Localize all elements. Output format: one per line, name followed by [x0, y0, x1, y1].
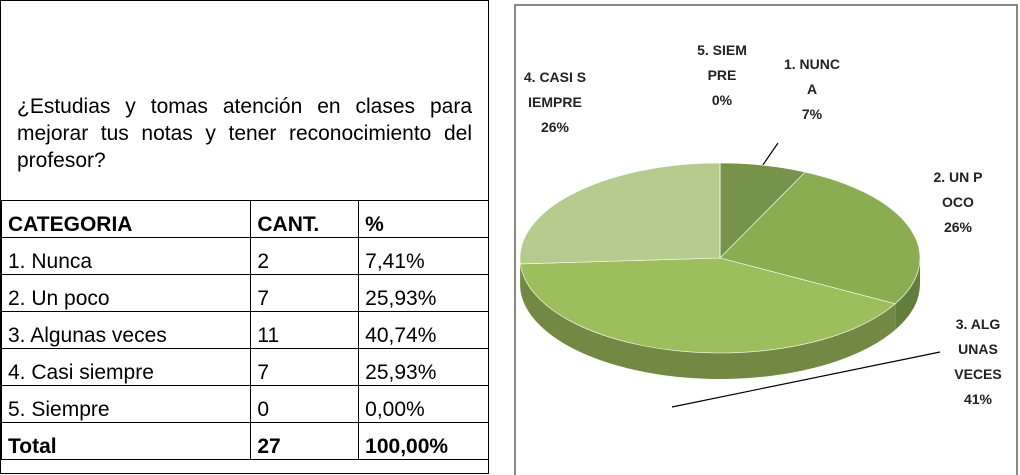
table-cell: 3. Algunas veces	[0, 311, 252, 349]
data-table: CATEGORIA CANT.% 1. Nunca 2 7,41% 2. Un poco 7…	[0, 200, 489, 460]
leader-line	[671, 351, 941, 408]
value-label: 7%	[801, 106, 823, 122]
table-cell: 5. Siempre	[0, 385, 252, 423]
value-label: 26%	[540, 119, 570, 135]
table-cell: 40,74%	[358, 311, 489, 349]
table-cell: 4. Casi siempre	[0, 348, 252, 386]
table-cell: 25,93%	[358, 348, 489, 386]
table-cell: 27	[250, 422, 360, 460]
data-label: 3. ALGUNAS VECES 41%	[952, 312, 1004, 412]
category-label: 2. UN POCO	[933, 169, 983, 210]
question: ¿Estudias y tomas atención en clases par…	[17, 95, 472, 172]
table-cell: Total	[0, 422, 252, 460]
chart-panel	[514, 4, 1018, 475]
table-panel: ¿Estudias y tomas atención en clases par…	[0, 0, 489, 474]
table-cell: 2. Un poco	[0, 274, 252, 312]
table-cell: 0,00%	[358, 385, 489, 423]
table-cell: 7,41%	[358, 237, 489, 275]
table-row: 4. Casi siempre 7 25,93%	[0, 348, 489, 386]
value-label: 0%	[711, 92, 733, 108]
pie-slice-side	[520, 263, 896, 379]
data-label: 5. SIEMPRE 0%	[694, 38, 750, 113]
table-cell: 1. Nunca	[0, 237, 252, 275]
pie-slice-side	[895, 258, 920, 330]
table-row: 3. Algunas veces 11 40,74%	[0, 311, 489, 349]
table-row: Total 27 100,00%	[0, 422, 489, 460]
table-cell: 25,93%	[358, 274, 489, 312]
table-row: 1. Nunca 2 7,41%	[0, 237, 489, 275]
table-row: 5. Siempre 0 0,00%	[0, 385, 489, 423]
value-label: 26%	[943, 219, 973, 235]
value-label: 41%	[963, 391, 993, 407]
category-label: 4. CASI SIEMPRE	[523, 69, 587, 110]
table-row: CATEGORIA CANT.%	[0, 200, 489, 238]
pie-slice	[520, 257, 896, 354]
category-label: 5. SIEMPRE	[697, 42, 747, 83]
category-label: 1. NUNCA	[783, 56, 840, 97]
table-cell: 100,00%	[358, 422, 489, 460]
data-label: 2. UN POCO 26%	[930, 165, 986, 240]
table-cell: CATEGORIA	[0, 200, 252, 238]
pie-slice	[519, 162, 721, 265]
category-label: 3. ALGUNAS VECES	[954, 316, 1002, 382]
data-label: 1. NUNCA 7%	[782, 52, 842, 127]
table-cell: 7	[250, 348, 360, 386]
table-row: 2. Un poco 7 25,93%	[0, 274, 489, 312]
data-label: 4. CASI SIEMPRE 26%	[522, 65, 588, 140]
table-cell: %	[358, 200, 489, 238]
table-cell: CANT.	[250, 200, 360, 238]
table-cell: 2	[250, 237, 360, 275]
